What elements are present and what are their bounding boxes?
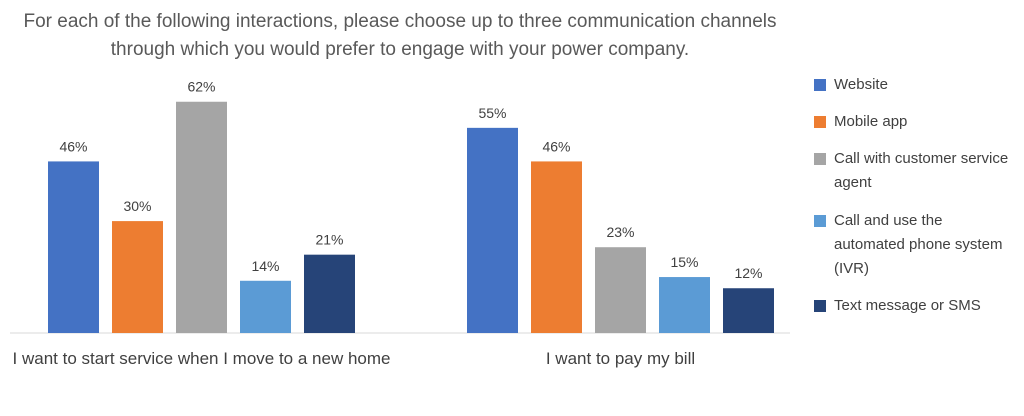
legend-item: Call with customer service agent: [814, 147, 1014, 195]
legend-swatch: [814, 215, 826, 227]
data-label: 30%: [123, 198, 151, 214]
x-tick-label: I want to pay my bill: [545, 349, 696, 368]
bar: [112, 221, 163, 333]
bar: [240, 280, 291, 333]
data-label: 46%: [59, 138, 87, 154]
legend-swatch: [814, 153, 826, 165]
data-label: 46%: [542, 138, 570, 154]
bar: [467, 127, 518, 333]
bar: [595, 247, 646, 333]
legend-label: Website: [834, 76, 888, 93]
bar: [304, 254, 355, 333]
data-label: 23%: [606, 224, 634, 240]
legend-item: Mobile app: [814, 110, 1014, 134]
legend-swatch: [814, 79, 826, 91]
bar: [48, 161, 99, 333]
legend-swatch: [814, 300, 826, 312]
legend-label: Mobile app: [834, 113, 908, 130]
legend-label: Call with customer service agent: [834, 150, 1009, 191]
legend-item: Text message or SMS: [814, 294, 1014, 318]
data-label: 62%: [187, 79, 215, 95]
data-label: 21%: [315, 232, 343, 248]
legend-label: Call and use the automated phone system …: [834, 212, 1003, 277]
legend-item: Website: [814, 73, 1014, 97]
chart-title: For each of the following interactions, …: [23, 11, 777, 60]
bar: [659, 277, 710, 333]
bar: [723, 288, 774, 333]
plot-area: 46% 30% 62% 14% 21% 55% 46% 23% 15% 12%: [10, 79, 790, 334]
bar: [531, 161, 582, 333]
data-label: 55%: [478, 105, 506, 121]
data-label: 15%: [670, 254, 698, 270]
x-tick-label: I want to start service when I move to a…: [12, 349, 391, 368]
data-label: 12%: [734, 265, 762, 281]
bar: [176, 101, 227, 334]
legend-label: Text message or SMS: [834, 297, 981, 314]
legend-swatch: [814, 116, 826, 128]
data-label: 14%: [251, 258, 279, 274]
legend-item: Call and use the automated phone system …: [814, 209, 1014, 281]
